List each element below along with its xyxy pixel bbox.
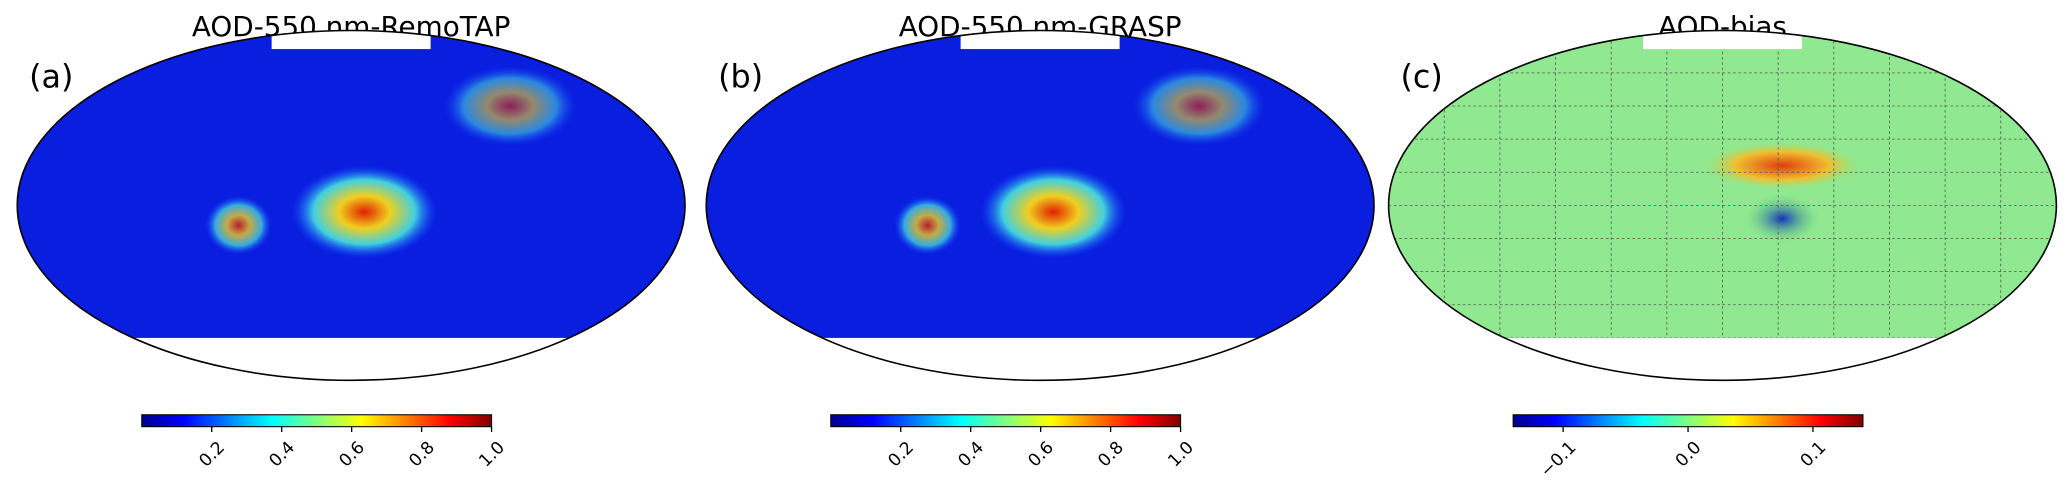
aerosol-asia [443, 66, 577, 146]
bias-congo [1745, 194, 1820, 243]
bias-sahara [1702, 141, 1862, 190]
map-outline [705, 29, 1375, 382]
colorbar [830, 414, 1182, 428]
aerosol-africa [291, 165, 438, 259]
colorbar [141, 414, 493, 428]
colorbar [1512, 414, 1864, 428]
panel-label: (b) [718, 58, 763, 95]
panel-label: (a) [29, 58, 73, 95]
colorbar-tick-label: 0.2 [196, 438, 230, 472]
aerosol-asia [1132, 66, 1266, 146]
colorbar-tick-label: 0.2 [885, 438, 919, 472]
antarctica [706, 337, 1375, 381]
map-outline [16, 29, 686, 382]
panel-label: (c) [1401, 58, 1443, 95]
colorbar-tick-label: 0.8 [1094, 438, 1128, 472]
arctic [271, 30, 431, 50]
aerosol-africa [980, 165, 1127, 259]
colorbar-tick-label: 0.0 [1672, 438, 1706, 472]
map [17, 30, 686, 381]
antarctica [17, 337, 686, 381]
aerosol-sa [894, 196, 961, 255]
colorbar-tick-label: 0.4 [266, 438, 300, 472]
colorbar-tick-label: 0.8 [405, 438, 439, 472]
aerosol-sa [205, 196, 272, 255]
colorbar-tick-label: 0.6 [335, 438, 369, 472]
colorbar-tick-label: 1.0 [475, 438, 509, 472]
colorbar-tick-label: −0.1 [1537, 438, 1581, 482]
map [706, 30, 1375, 381]
colorbar-tick-label: 0.6 [1024, 438, 1058, 472]
map [1388, 30, 2057, 381]
colorbar-tick-label: 1.0 [1164, 438, 1198, 472]
arctic [1643, 30, 1802, 50]
map-outline [1387, 29, 2058, 382]
colorbar-tick-label: 0.1 [1797, 438, 1831, 472]
arctic [960, 30, 1120, 50]
antarctica [1388, 337, 2057, 381]
colorbar-tick-label: 0.4 [955, 438, 989, 472]
